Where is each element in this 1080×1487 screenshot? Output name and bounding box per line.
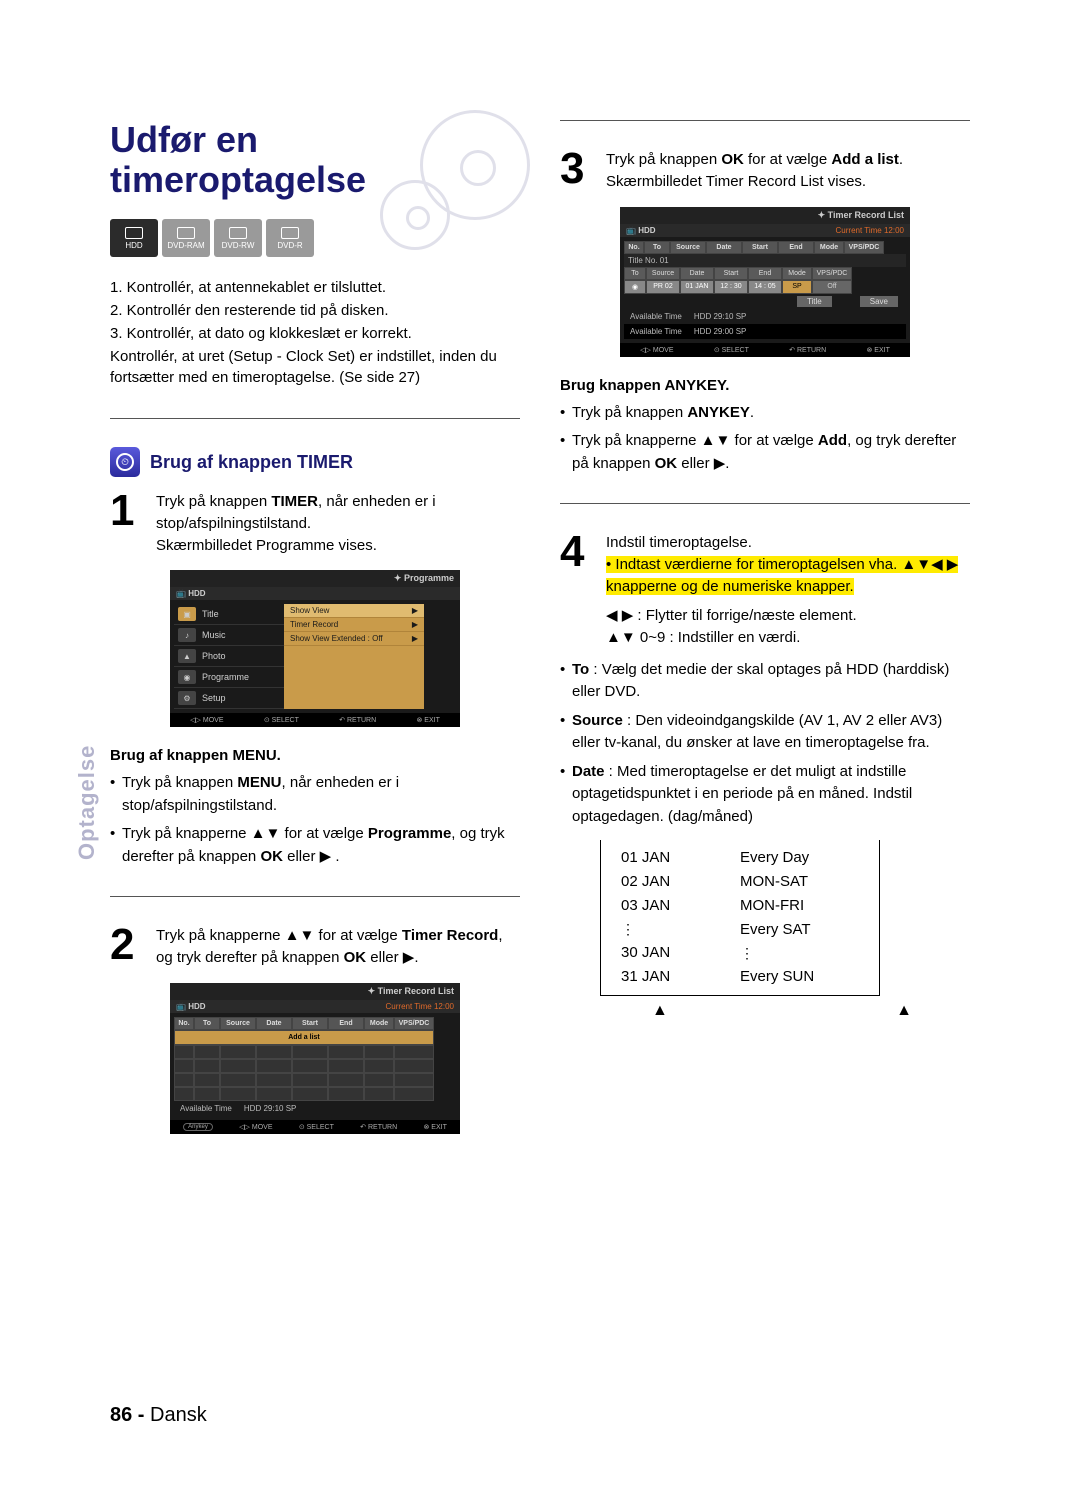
disc-graphic (380, 110, 530, 260)
page-title: Udfør en timeroptagelse (110, 120, 520, 199)
screen-programme: ✦ Programme 📺 HDD ▣Title ♪Music ▲Photo ◉… (170, 570, 460, 727)
badge-dvdrw: DVD-RW (214, 219, 262, 257)
check-list: 1. Kontrollér, at antennekablet er tilsl… (110, 277, 520, 388)
screen-timer-list-entry: ✦ Timer Record List 📺 HDDCurrent Time 12… (620, 207, 910, 357)
step-4: 4 Indstil timeroptagelse. • Indtast værd… (560, 532, 970, 649)
step-2: 2 Tryk på knapperne ▲▼ for at vælge Time… (110, 925, 520, 969)
page-footer: 86 - Dansk (110, 1404, 207, 1427)
step-1: 1 Tryk på knappen TIMER, når enheden er … (110, 491, 520, 556)
sub-anykey-head: Brug knappen ANYKEY. (560, 377, 970, 394)
remote-icon: ⏲ (110, 447, 140, 477)
anykey-bullets: Tryk på knappen ANYKEY. Tryk på knappern… (560, 402, 970, 476)
section-timer: ⏲ Brug af knappen TIMER (110, 447, 520, 477)
right-column: 3 Tryk på knappen OK for at vælge Add a … (560, 120, 970, 1154)
badge-dvdram: DVD-RAM (162, 219, 210, 257)
left-column: Udfør en timeroptagelse HDD DVD-RAM DVD-… (110, 120, 520, 1154)
definitions: To : Vælg det medie der skal optages på … (560, 659, 970, 829)
sub-menu-head: Brug af knappen MENU. (110, 747, 520, 764)
screen-timer-list-empty: ✦ Timer Record List 📺 HDDCurrent Time 12… (170, 983, 460, 1134)
date-grid: 01 JAN 02 JAN 03 JAN ⋮ 30 JAN 31 JAN Eve… (600, 840, 970, 1015)
sidebar-label: Optagelse (74, 745, 100, 860)
step-3: 3 Tryk på knappen OK for at vælge Add a … (560, 149, 970, 193)
badge-hdd: HDD (110, 219, 158, 257)
badge-dvdr: DVD-R (266, 219, 314, 257)
sub-menu-bullets: Tryk på knappen MENU, når enheden er i s… (110, 772, 520, 868)
